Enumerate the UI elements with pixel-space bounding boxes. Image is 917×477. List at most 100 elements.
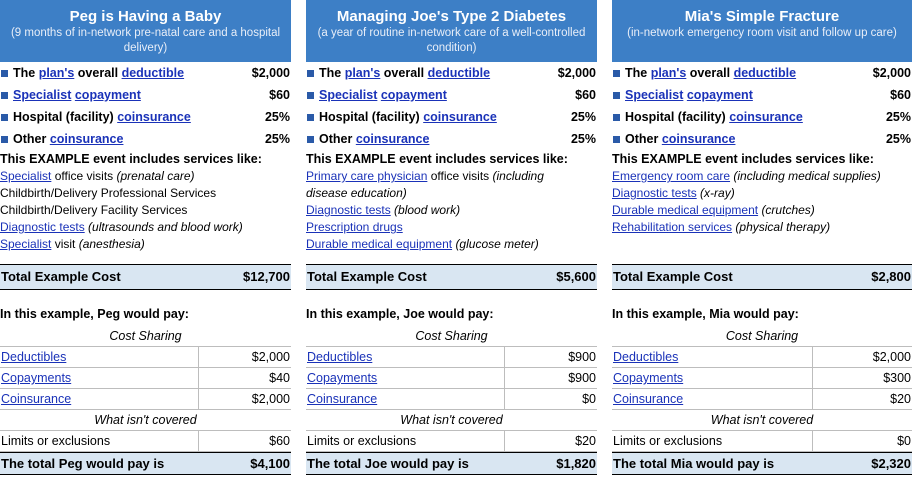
total-example-cost-label: Total Example Cost bbox=[307, 269, 427, 284]
deductibles-value: $2,000 bbox=[872, 350, 911, 364]
not-covered-caption: What isn't covered bbox=[306, 410, 597, 431]
service-link[interactable]: Durable medical equipment bbox=[306, 237, 453, 251]
example-subtitle: (in-network emergency room visit and fol… bbox=[627, 27, 897, 39]
column-divider bbox=[812, 368, 813, 388]
specialist-link[interactable]: Specialist bbox=[13, 88, 72, 102]
example-services-heading: This EXAMPLE event includes services lik… bbox=[306, 152, 568, 166]
example-header: Mia's Simple Fracture (in-network emergen… bbox=[612, 0, 912, 62]
limits-exclusions-value: $0 bbox=[897, 434, 911, 448]
copayments-link[interactable]: Copayments bbox=[613, 371, 684, 385]
specialist-link[interactable]: Specialist bbox=[625, 88, 684, 102]
service-link[interactable]: Primary care physician bbox=[306, 169, 428, 183]
row-label: Specialist copayment bbox=[13, 84, 141, 106]
limits-exclusions-row: Limits or exclusions $60 bbox=[0, 431, 291, 452]
column-divider bbox=[198, 347, 199, 367]
row-label: Hospital (facility) coinsurance bbox=[625, 106, 803, 128]
copayments-value: $40 bbox=[269, 371, 290, 385]
deductible-link[interactable]: deductible bbox=[121, 66, 185, 80]
total-would-pay-label: The total Joe would pay is bbox=[307, 456, 469, 471]
deductible-link[interactable]: deductible bbox=[427, 66, 491, 80]
service-link[interactable]: Diagnostic tests bbox=[0, 220, 85, 234]
deductibles-row: Deductibles $2,000 bbox=[0, 347, 291, 368]
service-link[interactable]: Specialist bbox=[0, 237, 52, 251]
hospital-coinsurance-value: 25% bbox=[264, 110, 290, 124]
specialist-copayment-value: $60 bbox=[890, 88, 911, 102]
example-title: Peg is Having a Baby bbox=[69, 8, 222, 25]
total-would-pay-label: The total Mia would pay is bbox=[613, 456, 775, 471]
copayment-link[interactable]: copayment bbox=[74, 88, 141, 102]
total-would-pay: The total Mia would pay is $2,320 bbox=[612, 452, 912, 475]
service-link[interactable]: Specialist bbox=[0, 169, 52, 183]
service-link[interactable]: Diagnostic tests bbox=[306, 203, 391, 217]
deductibles-link[interactable]: Deductibles bbox=[1, 350, 67, 364]
cost-sharing-table: Cost Sharing Deductibles $2,000 Copayments $… bbox=[612, 326, 912, 475]
service-item: Durable medical equipment (glucose meter… bbox=[306, 236, 597, 253]
service-item: Diagnostic tests (blood work) bbox=[306, 202, 597, 219]
service-item: Prescription drugs bbox=[306, 219, 597, 236]
service-link[interactable]: Diagnostic tests bbox=[612, 186, 697, 200]
row-label: The plan's overall deductible bbox=[625, 62, 796, 84]
service-item: Durable medical equipment (crutches) bbox=[612, 202, 912, 219]
label-text: The bbox=[319, 66, 345, 80]
plan-deductible-row: The plan's overall deductible $2,000 bbox=[0, 62, 291, 84]
service-text: Childbirth/Delivery Facility Services bbox=[0, 203, 188, 217]
coinsurance-link[interactable]: coinsurance bbox=[117, 110, 191, 124]
coinsurance-link[interactable]: coinsurance bbox=[355, 132, 430, 146]
service-link[interactable]: Rehabilitation services bbox=[612, 220, 733, 234]
coverage-example-column: Peg is Having a Baby (9 months of in-netw… bbox=[0, 0, 291, 477]
limits-exclusions-label: Limits or exclusions bbox=[307, 434, 417, 448]
copayments-value: $300 bbox=[883, 371, 911, 385]
limits-exclusions-value: $60 bbox=[269, 434, 290, 448]
coinsurance-link[interactable]: Coinsurance bbox=[307, 392, 378, 406]
plans-link[interactable]: plan's bbox=[38, 66, 75, 80]
specialist-link[interactable]: Specialist bbox=[319, 88, 378, 102]
plans-link[interactable]: plan's bbox=[344, 66, 381, 80]
plan-deductible-row: The plan's overall deductible $2,000 bbox=[612, 62, 912, 84]
coinsurance-link[interactable]: Coinsurance bbox=[1, 392, 72, 406]
total-would-pay-value: $4,100 bbox=[250, 456, 290, 471]
coinsurance-link[interactable]: coinsurance bbox=[49, 132, 124, 146]
plans-link[interactable]: plan's bbox=[650, 66, 687, 80]
cost-sharing-caption: Cost Sharing bbox=[612, 326, 912, 347]
total-would-pay-value: $2,320 bbox=[871, 456, 911, 471]
specialist-copayment-row: Specialist copayment $60 bbox=[612, 84, 912, 106]
bullet-square-icon bbox=[1, 114, 8, 121]
row-label: Hospital (facility) coinsurance bbox=[13, 106, 191, 128]
other-coinsurance-value: 25% bbox=[264, 132, 290, 146]
specialist-copayment-value: $60 bbox=[269, 88, 290, 102]
copayment-link[interactable]: copayment bbox=[686, 88, 753, 102]
copayments-row: Copayments $900 bbox=[306, 368, 597, 389]
copayments-row: Copayments $40 bbox=[0, 368, 291, 389]
coinsurance-link[interactable]: Coinsurance bbox=[613, 392, 684, 406]
would-pay-heading: In this example, Joe would pay: bbox=[306, 307, 494, 321]
service-link[interactable]: Durable medical equipment bbox=[612, 203, 759, 217]
other-coinsurance-value: 25% bbox=[885, 132, 911, 146]
service-note: (physical therapy) bbox=[735, 220, 831, 234]
other-coinsurance-row: Other coinsurance 25% bbox=[612, 128, 912, 150]
column-divider bbox=[812, 431, 813, 451]
deductibles-link[interactable]: Deductibles bbox=[613, 350, 679, 364]
service-link[interactable]: Prescription drugs bbox=[306, 220, 403, 234]
deductible-link[interactable]: deductible bbox=[733, 66, 797, 80]
bullet-square-icon bbox=[307, 70, 314, 77]
service-note: (glucose meter) bbox=[455, 237, 539, 251]
copayments-link[interactable]: Copayments bbox=[1, 371, 72, 385]
row-label: Specialist copayment bbox=[625, 84, 753, 106]
hospital-coinsurance-row: Hospital (facility) coinsurance 25% bbox=[0, 106, 291, 128]
coinsurance-link[interactable]: coinsurance bbox=[729, 110, 803, 124]
deductible-value: $2,000 bbox=[557, 66, 596, 80]
coinsurance-link[interactable]: coinsurance bbox=[661, 132, 736, 146]
deductibles-link[interactable]: Deductibles bbox=[307, 350, 373, 364]
coverage-example-column: Mia's Simple Fracture (in-network emergen… bbox=[612, 0, 912, 477]
bullet-square-icon bbox=[613, 136, 620, 143]
column-divider bbox=[504, 431, 505, 451]
limits-exclusions-row: Limits or exclusions $20 bbox=[306, 431, 597, 452]
total-example-cost-value: $5,600 bbox=[556, 269, 596, 284]
service-link[interactable]: Emergency room care bbox=[612, 169, 731, 183]
coinsurance-link[interactable]: coinsurance bbox=[423, 110, 497, 124]
label-text: Hospital (facility) bbox=[319, 110, 424, 124]
column-divider bbox=[504, 389, 505, 409]
deductibles-row: Deductibles $900 bbox=[306, 347, 597, 368]
copayments-link[interactable]: Copayments bbox=[307, 371, 378, 385]
copayment-link[interactable]: copayment bbox=[380, 88, 447, 102]
